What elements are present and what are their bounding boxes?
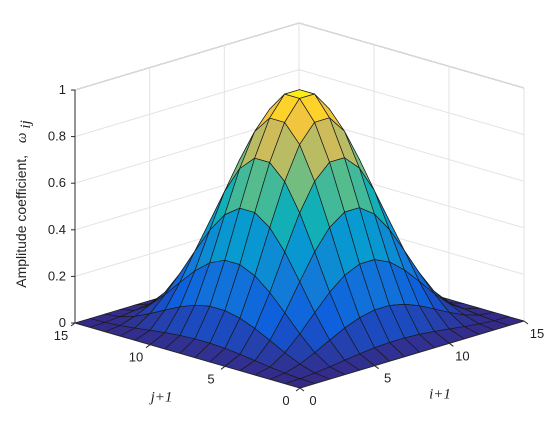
x-axis-line: [299, 320, 525, 389]
z-tick-label: 0.8: [48, 129, 66, 144]
y-tick-label: 5: [207, 371, 214, 386]
x-axis-label: i+1: [429, 387, 451, 403]
surface-mesh: [74, 89, 525, 389]
y-tick-label: 15: [54, 328, 68, 343]
x-tick-mark: [374, 365, 379, 370]
axes-box: [74, 90, 525, 389]
z-axis-label-symbol: ω: [14, 132, 30, 143]
x-tick-label: 15: [530, 326, 544, 341]
x-tick-label: 0: [309, 393, 316, 408]
x-tick-label: 5: [384, 371, 391, 386]
z-tick-label: 0.2: [48, 268, 66, 283]
z-axis-label: Amplitude coefficient, ω ij: [13, 120, 34, 288]
x-tick-mark: [299, 387, 305, 392]
z-tick-label: 0.4: [48, 222, 66, 237]
axis-labels: i+1 j+1 Amplitude coefficient, ω ij: [13, 120, 451, 405]
y-tick-mark: [145, 344, 151, 349]
z-axis-label-subscript: ij: [18, 120, 34, 128]
y-tick-label: 10: [129, 350, 143, 365]
x-tick-label: 10: [455, 348, 469, 363]
y-axis-label: j+1: [149, 390, 173, 406]
y-axis-line: [74, 322, 301, 389]
z-tick-label: 0: [59, 315, 66, 330]
z-tick-label: 1: [59, 82, 66, 97]
y-tick-mark: [220, 365, 226, 370]
y-tick-label: 0: [282, 393, 289, 408]
x-tick-mark: [449, 342, 454, 347]
z-tick-label: 0.6: [48, 175, 66, 190]
z-axis-label-text: Amplitude coefficient,: [13, 155, 29, 288]
x-tick-mark: [523, 320, 529, 325]
y-tick-mark: [295, 387, 301, 392]
